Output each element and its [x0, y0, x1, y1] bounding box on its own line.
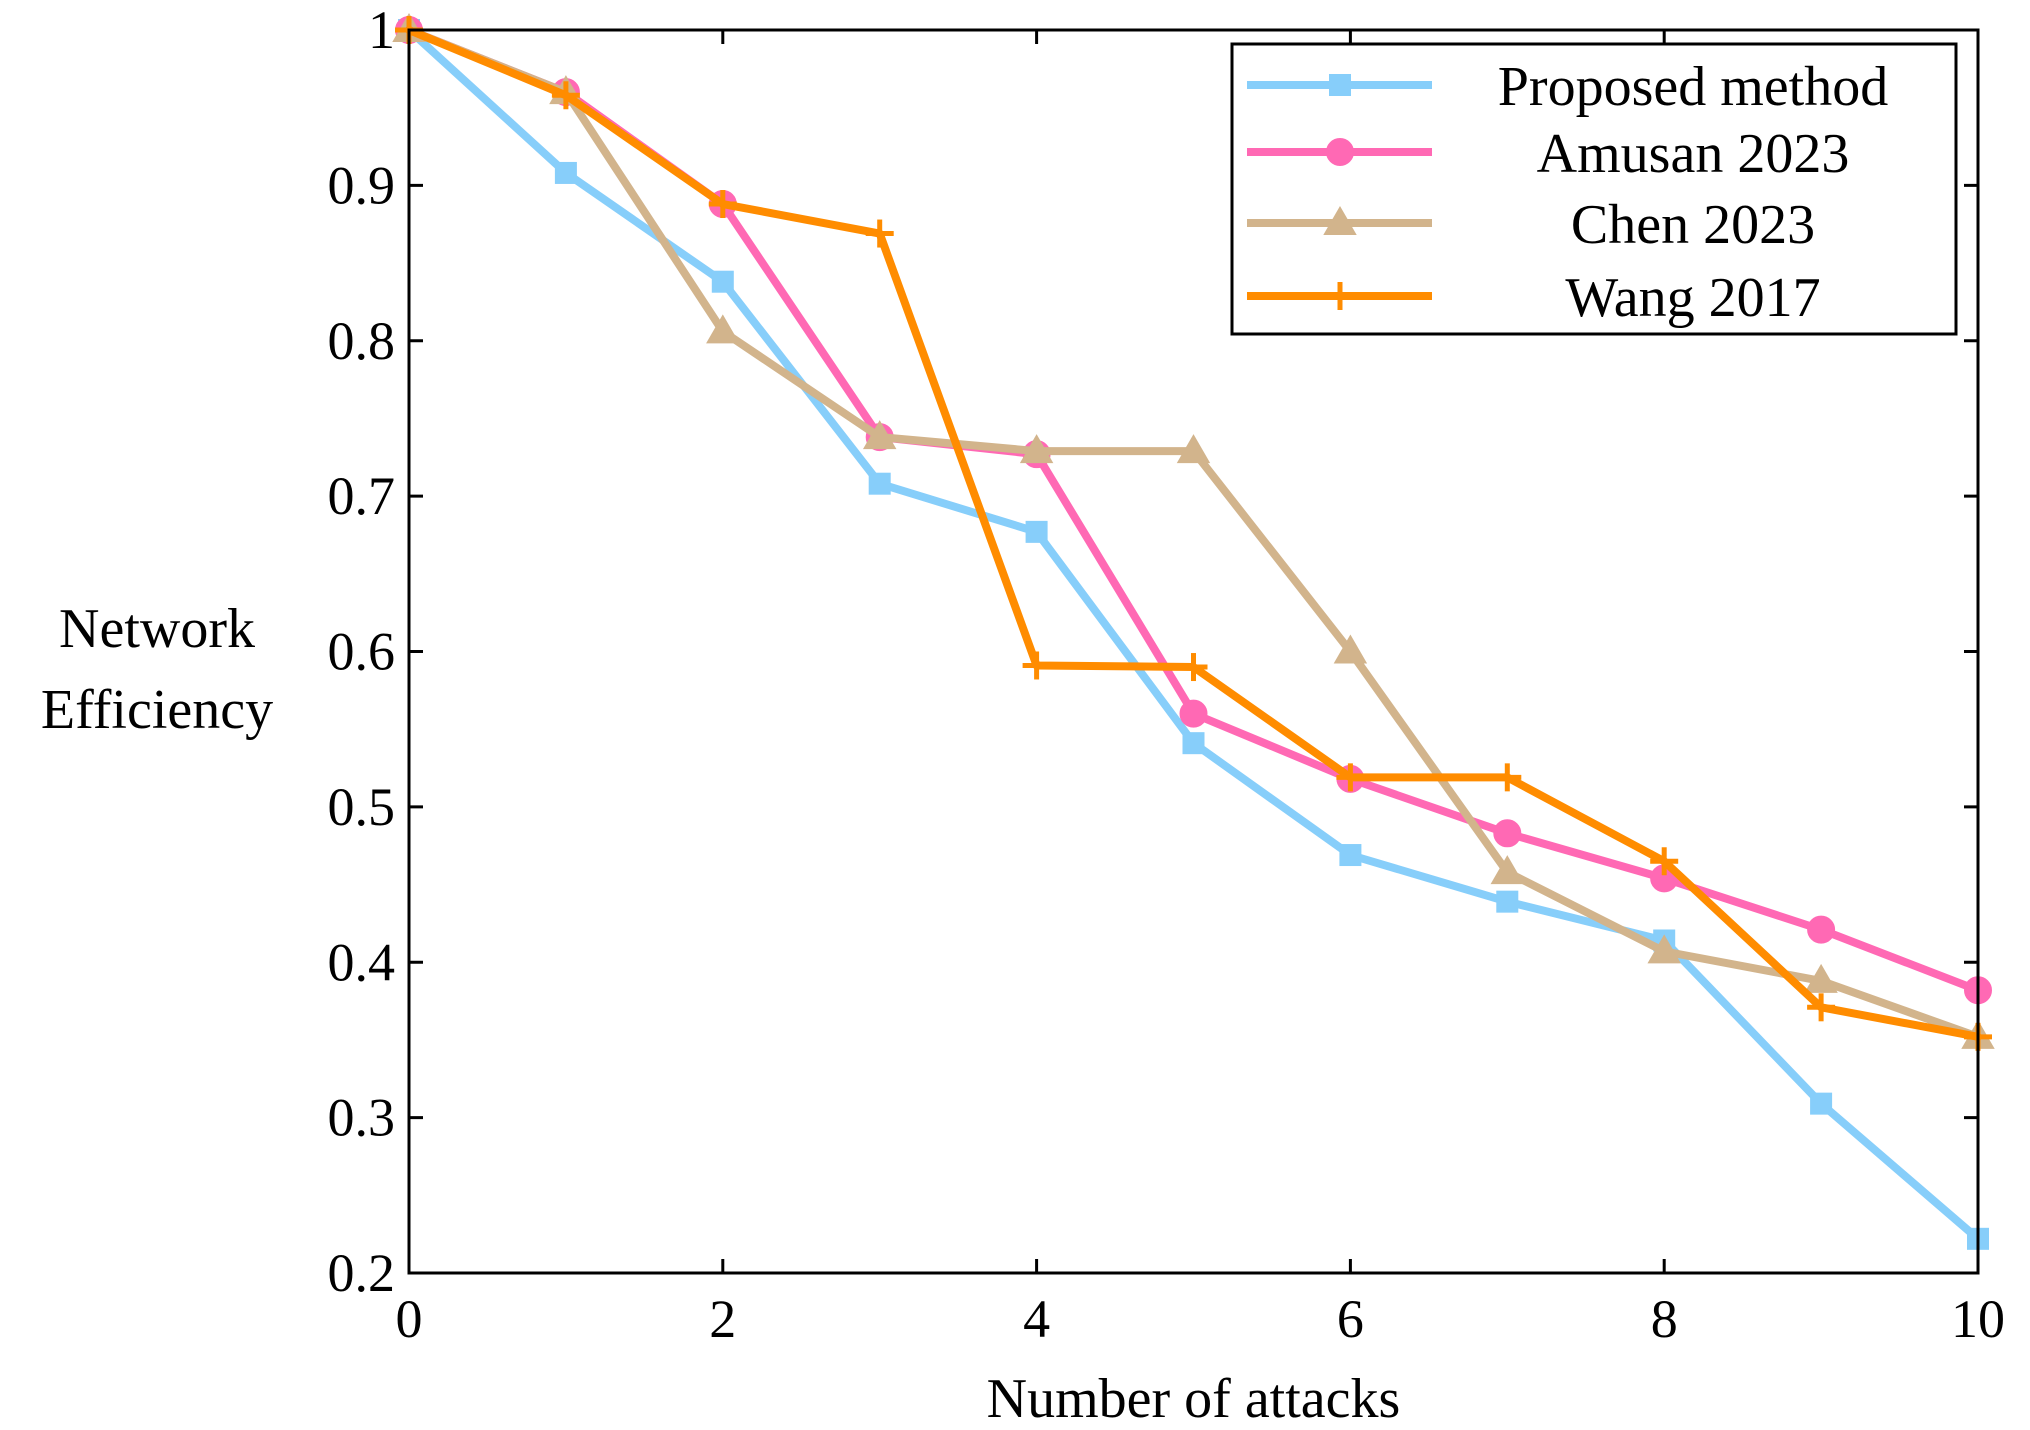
y-tick-label: 0.5 — [328, 777, 396, 837]
legend-label: Wang 2017 — [1565, 267, 1820, 329]
y-axis-title-line2: Efficiency — [41, 679, 273, 741]
data-point-wang-2017 — [1650, 847, 1679, 876]
y-tick-label: 0.7 — [328, 466, 396, 526]
data-point-wang-2017 — [1493, 763, 1522, 792]
data-point-chen-2023 — [1333, 634, 1368, 664]
legend-marker — [1323, 205, 1357, 235]
data-point-proposed-method — [554, 161, 577, 184]
data-point-proposed-method — [1496, 890, 1519, 913]
legend-marker — [1326, 138, 1354, 166]
x-axis-title: Number of attacks — [987, 1368, 1401, 1430]
data-point-proposed-method — [711, 270, 734, 293]
data-point-proposed-method — [1025, 520, 1048, 543]
data-point-chen-2023 — [862, 420, 897, 450]
y-tick-label: 0.4 — [328, 932, 396, 992]
legend-item-amusan-2023: Amusan 2023 — [1247, 123, 1849, 185]
data-point-wang-2017 — [551, 81, 580, 110]
x-tick-label: 2 — [709, 1289, 736, 1349]
data-point-amusan-2023 — [1807, 915, 1836, 944]
y-tick-label: 1 — [368, 0, 395, 60]
data-point-proposed-method — [1182, 732, 1205, 755]
data-point-proposed-method — [1810, 1092, 1833, 1115]
y-axis-title-line1: Network — [59, 598, 255, 660]
legend-label: Chen 2023 — [1571, 194, 1815, 256]
data-point-amusan-2023 — [1179, 699, 1208, 728]
data-point-chen-2023 — [1804, 963, 1838, 993]
data-point-proposed-method — [868, 472, 891, 495]
y-tick-label: 0.2 — [328, 1243, 396, 1303]
data-point-chen-2023 — [706, 314, 740, 344]
x-tick-label: 8 — [1651, 1289, 1678, 1349]
x-tick-label: 6 — [1337, 1289, 1364, 1349]
y-tick-label: 0.3 — [328, 1088, 396, 1148]
data-point-wang-2017 — [865, 219, 894, 248]
legend-box — [1230, 42, 1958, 336]
x-tick-label: 4 — [1023, 1289, 1050, 1349]
data-point-chen-2023 — [1647, 934, 1681, 964]
data-point-chen-2023 — [1490, 855, 1525, 885]
y-tick-label: 0.9 — [328, 155, 396, 215]
legend-item-chen-2023: Chen 2023 — [1247, 194, 1815, 256]
plot-frame — [407, 28, 1980, 1275]
data-point-wang-2017 — [1336, 763, 1365, 792]
y-tick-label: 0.6 — [328, 622, 396, 682]
legend-item-wang-2017: Wang 2017 — [1247, 267, 1821, 329]
data-point-amusan-2023 — [1493, 819, 1522, 848]
data-point-proposed-method — [1339, 844, 1362, 867]
legend-marker — [1329, 74, 1351, 96]
legend-marker — [1326, 282, 1354, 310]
data-point-wang-2017 — [1179, 653, 1208, 682]
data-point-wang-2017 — [1807, 993, 1836, 1022]
legend-label: Proposed method — [1498, 56, 1888, 118]
x-tick-label: 10 — [1951, 1289, 2005, 1349]
data-point-wang-2017 — [1022, 651, 1051, 680]
data-point-wang-2017 — [708, 190, 737, 219]
data-point-chen-2023 — [1019, 434, 1054, 464]
y-tick-label: 0.8 — [328, 311, 396, 371]
legend-item-proposed-method: Proposed method — [1247, 56, 1888, 118]
data-point-chen-2023 — [1176, 434, 1211, 464]
x-tick-label: 0 — [396, 1289, 423, 1349]
legend-label: Amusan 2023 — [1537, 123, 1850, 185]
